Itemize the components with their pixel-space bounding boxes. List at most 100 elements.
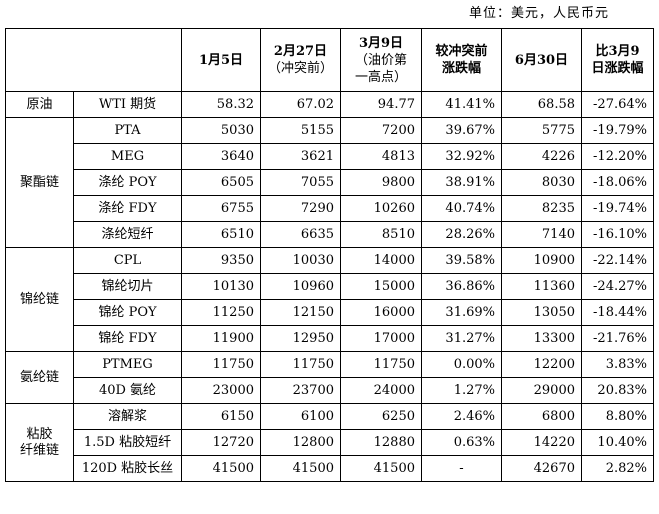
header-jun30: 6月30日 [501, 28, 582, 92]
cell-chg-mar9: -16.10% [581, 221, 654, 248]
cell-feb27: 7055 [260, 169, 341, 196]
table-row: 涤纶 FDY 6755 7290 10260 40.74% 8235 -19.74% [6, 195, 654, 222]
cell-chg-pre: - [421, 455, 502, 482]
cell-feb27: 67.02 [260, 91, 341, 118]
cell-jan5: 6505 [181, 169, 261, 196]
item-name: MEG [73, 143, 182, 170]
cell-chg-mar9: 20.83% [581, 377, 654, 404]
item-name: 40D 氨纶 [73, 377, 182, 404]
item-name: PTA [73, 117, 182, 144]
cell-jun30: 8030 [501, 169, 582, 196]
item-name: 涤纶 POY [73, 169, 182, 196]
cell-mar9: 8510 [340, 221, 422, 248]
cell-feb27: 12150 [260, 299, 341, 326]
cell-feb27: 5155 [260, 117, 341, 144]
header-change-vs-mar9: 比3月9 日涨跌幅 [581, 28, 654, 92]
cell-feb27: 6100 [260, 403, 341, 430]
item-name: 涤纶短纤 [73, 221, 182, 248]
cell-chg-mar9: 3.83% [581, 351, 654, 378]
cell-jun30: 11360 [501, 273, 582, 300]
cell-jun30: 14220 [501, 429, 582, 456]
cell-feb27: 41500 [260, 455, 341, 482]
cell-jan5: 6150 [181, 403, 261, 430]
item-name: 1.5D 粘胶短纤 [73, 429, 182, 456]
cell-feb27: 7290 [260, 195, 341, 222]
table-row: 锦纶 POY 11250 12150 16000 31.69% 13050 -18.44% [6, 299, 654, 326]
header-feb27: 2月27日 （冲突前） [260, 28, 341, 92]
cell-feb27: 10960 [260, 273, 341, 300]
cell-jun30: 13300 [501, 325, 582, 352]
cell-chg-pre: 40.74% [421, 195, 502, 222]
cell-chg-pre: 0.63% [421, 429, 502, 456]
cell-mar9: 12880 [340, 429, 422, 456]
header-mar9: 3月9日 （油价第 一高点） [340, 28, 422, 92]
cell-jan5: 3640 [181, 143, 261, 170]
cell-jan5: 6755 [181, 195, 261, 222]
item-name: CPL [73, 247, 182, 274]
header-jan5: 1月5日 [181, 28, 261, 92]
cell-jan5: 23000 [181, 377, 261, 404]
cell-mar9: 4813 [340, 143, 422, 170]
table-row: 锦纶链 CPL 9350 10030 14000 39.58% 10900 -22.14% [5, 247, 654, 352]
cell-jan5: 11250 [181, 299, 261, 326]
cell-chg-pre: 1.27% [421, 377, 502, 404]
table-row: 涤纶 POY 6505 7055 9800 38.91% 8030 -18.06% [6, 169, 654, 196]
cell-jan5: 10130 [181, 273, 261, 300]
table-header: 1月5日 2月27日 （冲突前） 3月9日 （油价第 一高点） 较冲突前 涨跌幅… [5, 28, 654, 92]
cell-jun30: 42670 [501, 455, 582, 482]
table-row: 涤纶短纤 6510 6635 8510 28.26% 7140 -16.10% [6, 221, 654, 248]
table-row: 粘胶 纤维链 溶解浆 6150 6100 6250 2.46% 6800 8.80% [5, 403, 654, 482]
table-row: 锦纶切片 10130 10960 15000 36.86% 11360 -24.27% [6, 273, 654, 300]
item-name: 涤纶 FDY [73, 195, 182, 222]
table-row: 原油 WTI 期货 58.32 67.02 94.77 41.41% 68.58 -27.64… [5, 91, 654, 118]
table-row: 聚酯链 PTA 5030 5155 7200 39.67% 5775 -19.79% [5, 117, 654, 248]
cell-jan5: 6510 [181, 221, 261, 248]
group-name: 锦纶链 [5, 247, 74, 352]
cell-chg-pre: 0.00% [421, 351, 502, 378]
group-name: 聚酯链 [5, 117, 74, 248]
group-name: 原油 [5, 91, 74, 118]
item-name: 锦纶 POY [73, 299, 182, 326]
cell-chg-pre: 39.58% [421, 247, 502, 274]
cell-chg-mar9: -19.79% [581, 117, 654, 144]
cell-chg-pre: 41.41% [421, 91, 502, 118]
cell-chg-pre: 36.86% [421, 273, 502, 300]
cell-jun30: 5775 [501, 117, 582, 144]
item-name: 120D 粘胶长丝 [73, 455, 182, 482]
cell-chg-mar9: -21.76% [581, 325, 654, 352]
cell-jan5: 5030 [181, 117, 261, 144]
item-name: WTI 期货 [73, 91, 182, 118]
item-name: 锦纶切片 [73, 273, 182, 300]
cell-chg-mar9: 10.40% [581, 429, 654, 456]
cell-mar9: 16000 [340, 299, 422, 326]
cell-jun30: 8235 [501, 195, 582, 222]
cell-mar9: 6250 [340, 403, 422, 430]
cell-jan5: 9350 [181, 247, 261, 274]
cell-jan5: 11900 [181, 325, 261, 352]
cell-mar9: 24000 [340, 377, 422, 404]
cell-chg-mar9: -27.64% [581, 91, 654, 118]
cell-jun30: 4226 [501, 143, 582, 170]
cell-feb27: 3621 [260, 143, 341, 170]
cell-chg-mar9: -24.27% [581, 273, 654, 300]
cell-mar9: 7200 [340, 117, 422, 144]
cell-jan5: 12720 [181, 429, 261, 456]
cell-jan5: 11750 [181, 351, 261, 378]
table-row: 1.5D 粘胶短纤 12720 12800 12880 0.63% 14220 10.40% [6, 429, 654, 456]
header-feb27-sub: （冲突前） [267, 61, 333, 76]
header-mar9-sub-2: 一高点） [354, 69, 407, 85]
table-body: 原油 WTI 期货 58.32 67.02 94.77 41.41% 68.58 -27.64… [5, 91, 654, 482]
cell-jun30: 10900 [501, 247, 582, 274]
cell-mar9: 10260 [340, 195, 422, 222]
cell-chg-mar9: -18.06% [581, 169, 654, 196]
cell-chg-mar9: 2.82% [581, 455, 654, 482]
price-table: 1月5日 2月27日 （冲突前） 3月9日 （油价第 一高点） 较冲突前 涨跌幅… [5, 28, 654, 482]
cell-mar9: 11750 [340, 351, 422, 378]
cell-feb27: 23700 [260, 377, 341, 404]
cell-chg-pre: 32.92% [421, 143, 502, 170]
cell-chg-pre: 28.26% [421, 221, 502, 248]
cell-mar9: 17000 [340, 325, 422, 352]
cell-jan5: 58.32 [181, 91, 261, 118]
cell-chg-mar9: 8.80% [581, 403, 654, 430]
group-name: 粘胶 纤维链 [5, 403, 74, 482]
